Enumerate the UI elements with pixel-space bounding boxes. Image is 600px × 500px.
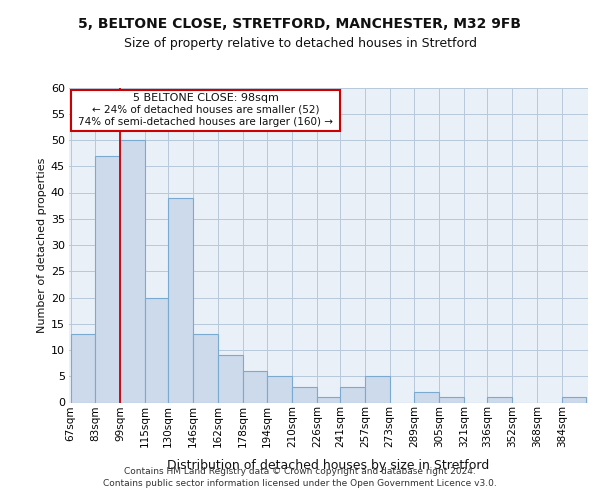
Text: 5 BELTONE CLOSE: 98sqm: 5 BELTONE CLOSE: 98sqm xyxy=(133,93,278,103)
Bar xyxy=(242,371,268,402)
Bar xyxy=(268,376,292,402)
Text: Contains public sector information licensed under the Open Government Licence v3: Contains public sector information licen… xyxy=(103,478,497,488)
Text: ← 24% of detached houses are smaller (52): ← 24% of detached houses are smaller (52… xyxy=(92,105,319,115)
Text: Contains HM Land Registry data © Crown copyright and database right 2024.: Contains HM Land Registry data © Crown c… xyxy=(124,467,476,476)
Text: Size of property relative to detached houses in Stretford: Size of property relative to detached ho… xyxy=(124,38,476,51)
Bar xyxy=(145,298,168,403)
Bar xyxy=(71,90,340,130)
Bar xyxy=(365,376,389,402)
Bar xyxy=(340,387,365,402)
Bar xyxy=(95,156,120,402)
Text: 74% of semi-detached houses are larger (160) →: 74% of semi-detached houses are larger (… xyxy=(78,117,333,127)
Bar xyxy=(292,387,317,402)
Bar xyxy=(193,334,218,402)
Bar xyxy=(317,397,340,402)
Bar xyxy=(71,334,95,402)
Bar xyxy=(218,355,242,403)
Text: 5, BELTONE CLOSE, STRETFORD, MANCHESTER, M32 9FB: 5, BELTONE CLOSE, STRETFORD, MANCHESTER,… xyxy=(79,18,521,32)
Bar xyxy=(120,140,145,402)
Bar xyxy=(439,397,464,402)
Bar xyxy=(415,392,439,402)
X-axis label: Distribution of detached houses by size in Stretford: Distribution of detached houses by size … xyxy=(167,458,490,471)
Bar xyxy=(168,198,193,402)
Bar xyxy=(562,397,586,402)
Bar xyxy=(487,397,512,402)
Y-axis label: Number of detached properties: Number of detached properties xyxy=(37,158,47,332)
